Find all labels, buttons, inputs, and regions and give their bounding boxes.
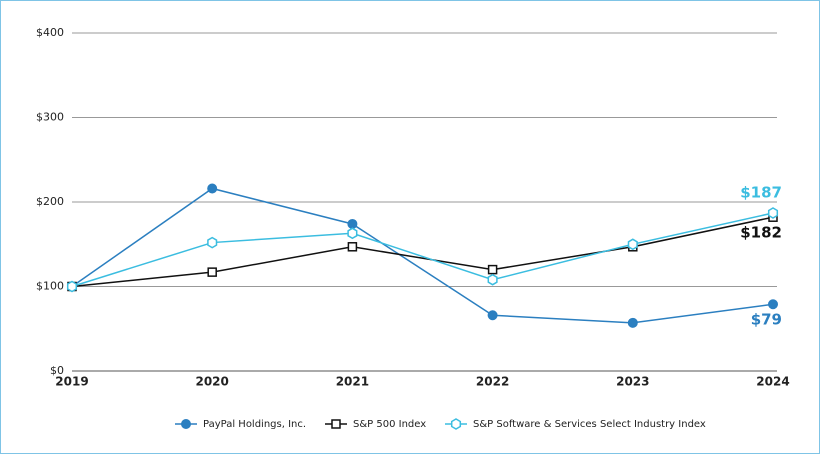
legend-label: PayPal Holdings, Inc. [203, 419, 306, 430]
marker [767, 207, 779, 219]
series-line [71, 187, 774, 324]
marker [627, 238, 638, 251]
marker [331, 419, 341, 429]
marker [347, 242, 358, 252]
x-tick-label: 2021 [336, 375, 369, 389]
x-tick-label: 2023 [616, 375, 649, 389]
marker [487, 264, 498, 275]
y-tick-label: $400 [36, 26, 64, 39]
marker [450, 418, 462, 430]
x-tick-label: 2022 [476, 375, 509, 389]
y-tick-label: $300 [36, 111, 64, 124]
value-label: $79 [751, 311, 782, 329]
marker [347, 227, 358, 240]
series-line [71, 216, 774, 288]
marker [207, 183, 218, 194]
x-tick-label: 2019 [55, 375, 88, 389]
marker [627, 317, 638, 328]
y-tick-label: $100 [36, 280, 64, 293]
x-tick-label: 2020 [195, 375, 228, 389]
x-tick-label: 2024 [756, 375, 789, 389]
y-tick-label: $200 [36, 195, 64, 208]
legend-label: S&P 500 Index [353, 419, 426, 430]
value-label: $187 [740, 183, 782, 201]
marker [181, 419, 191, 429]
marker [207, 236, 218, 249]
series-line [71, 212, 774, 288]
marker [66, 280, 78, 293]
marker [487, 273, 498, 286]
marker [768, 299, 778, 310]
marker [207, 267, 217, 277]
marker [487, 310, 498, 321]
y-tick-label: $0 [50, 364, 64, 377]
legend-label: S&P Software & Services Select Industry … [473, 419, 706, 430]
value-label: $182 [740, 224, 782, 242]
marker [347, 218, 358, 229]
